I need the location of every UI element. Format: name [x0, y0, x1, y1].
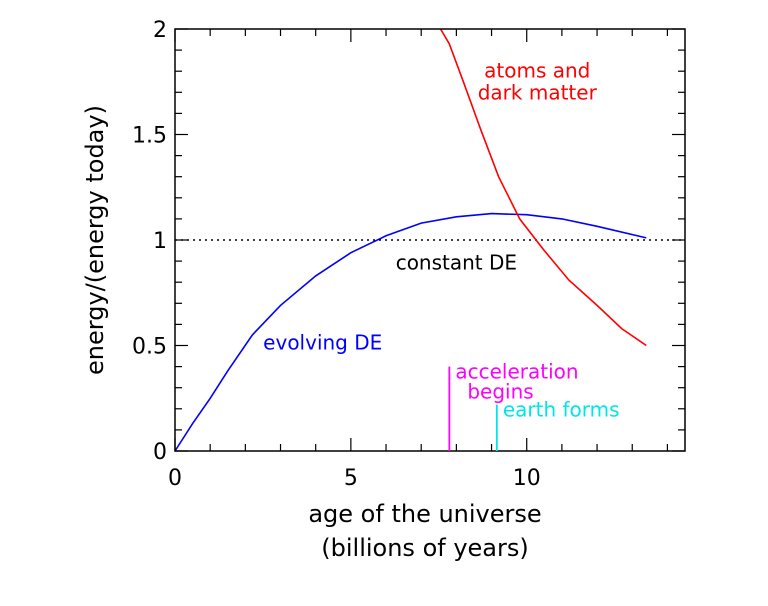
series-line-evolving-de — [174, 212, 647, 452]
marker-label-earth-forms: earth forms — [503, 398, 620, 422]
atoms-dark-matter-label: atoms and dark matter — [478, 59, 598, 105]
y-tick-label: 2 — [153, 18, 167, 43]
plot-lines — [174, 28, 685, 452]
x-tick-label: 5 — [344, 466, 358, 491]
axis-ticks — [174, 28, 685, 452]
x-tick-label: 10 — [513, 466, 541, 491]
y-axis-label: energy/(energy today) — [81, 105, 109, 375]
x-tick-label: 0 — [168, 466, 182, 491]
constant-de-label: constant DE — [396, 251, 517, 275]
annotations: atoms and dark matter constant DE evolving … — [263, 59, 597, 355]
tick-labels: 0 5 10 0 0.5 1 1.5 2 — [132, 18, 541, 491]
evolving-de-label: evolving DE — [263, 331, 382, 355]
y-tick-label: 1 — [153, 229, 167, 254]
y-tick-label: 1.5 — [132, 124, 167, 149]
series-line-atoms-and-dark-matter — [439, 28, 647, 347]
y-tick-label: 0.5 — [132, 335, 167, 360]
x-axis-label: age of the universe (billions of years) — [308, 500, 541, 562]
y-tick-label: 0 — [153, 440, 167, 465]
marker-label-acceleration-begins: acceleration begins — [455, 360, 578, 404]
axis-labels: age of the universe (billions of years) en… — [81, 105, 542, 562]
